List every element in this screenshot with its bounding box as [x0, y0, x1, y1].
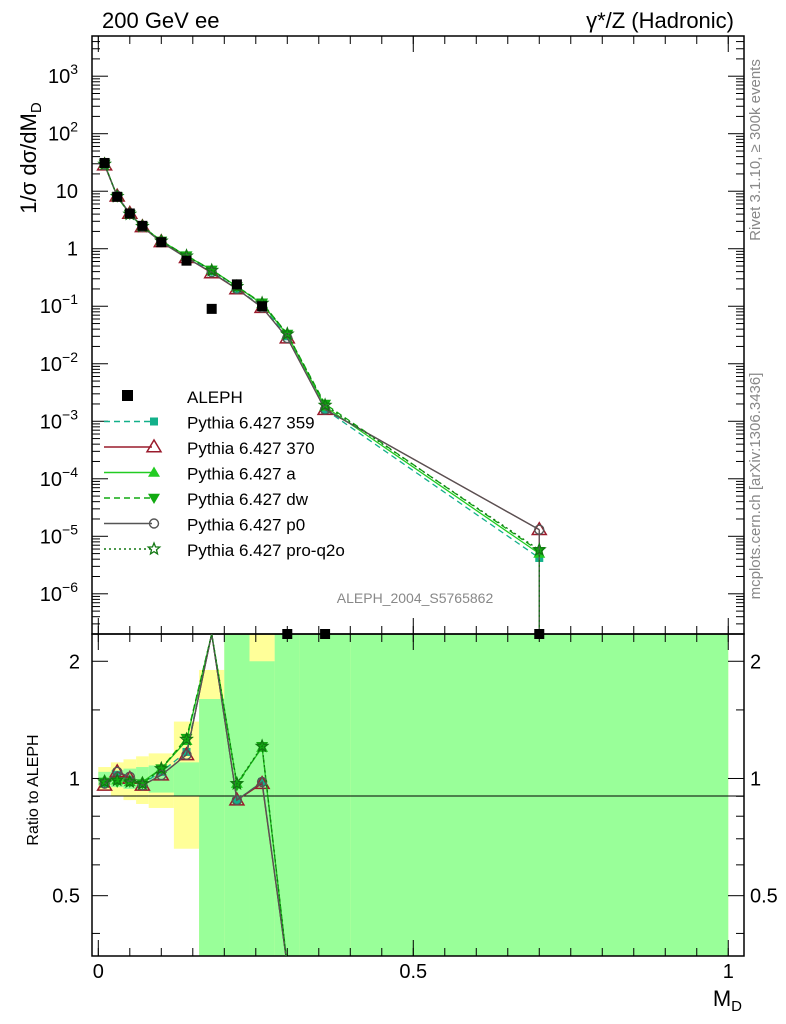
series-point-bottom-4-7 [231, 794, 243, 806]
band-green-10 [299, 634, 351, 956]
series-line-top-5 [103, 163, 540, 551]
y-tick-label-bottom-right-0: 0.5 [750, 886, 778, 908]
legend-marker-1 [145, 438, 163, 453]
y-tick-label-bottom-left-1: 1 [69, 768, 80, 790]
legend-marker-5 [146, 541, 162, 556]
series-point-bottom-5-5 [179, 731, 194, 746]
series-point-bottom-4-5 [181, 749, 192, 761]
legend-label-0: Pythia 6.427 359 [187, 414, 315, 433]
series-point-bottom-4-1 [111, 766, 123, 778]
legend-marker-3 [148, 493, 160, 504]
legend-label-4: Pythia 6.427 p0 [187, 516, 305, 535]
chart-title-right: γ*/Z (Hadronic) [586, 8, 734, 33]
series-point-top-4-11 [534, 524, 545, 535]
y-tick-label-top-7: 10−4 [40, 464, 78, 491]
series-point-bottom-5-7 [229, 775, 245, 790]
aleph-point-10 [320, 629, 331, 639]
y-tick-label-bottom-left-0: 0.5 [52, 886, 80, 908]
legend-label-aleph: ALEPH [187, 388, 243, 407]
y-tick-label-top-5: 10−2 [40, 349, 78, 376]
aleph-point-3 [137, 220, 148, 231]
rivet-version-text: Rivet 3.1.10, ≥ 300k events [747, 59, 764, 241]
series-point-top-5-6 [204, 262, 220, 277]
aleph-point-1 [112, 191, 123, 202]
series-point-bottom-5-8 [254, 738, 270, 753]
series-point-top-5-11 [531, 542, 547, 557]
series-point-top-4-6 [206, 267, 217, 278]
legend-label-1: Pythia 6.427 370 [187, 439, 315, 458]
series-point-top-5-9 [279, 326, 295, 341]
legend-label-2: Pythia 6.427 a [187, 465, 296, 484]
legend-label-3: Pythia 6.427 dw [187, 490, 309, 509]
band-green-6 [199, 699, 225, 956]
series-point-bottom-4-0 [99, 778, 110, 789]
bottom-panel-series [96, 634, 287, 956]
aleph-point-5 [181, 255, 192, 266]
y-tick-label-top-2: 10 [56, 181, 78, 203]
legend-marker-0 [150, 417, 158, 426]
band-green-9 [274, 634, 300, 956]
legend: ALEPH Pythia 6.427 359 Pythia 6.427 370 Pyt… [104, 388, 345, 560]
y-tick-label-bottom-left-2: 2 [69, 651, 80, 673]
series-point-top-5-10 [317, 397, 333, 412]
mcplots-reference-text: mcplots.cern.ch [arXiv:1306.3436] [747, 373, 764, 600]
series-point-bottom-5-0 [97, 774, 112, 789]
y-tick-label-top-3: 1 [67, 239, 78, 261]
legend-marker-2 [148, 466, 160, 477]
x-tick-label-2: 1 [723, 961, 734, 983]
band-green-8 [249, 661, 275, 956]
band-green-11 [350, 634, 729, 956]
y-tick-label-top-8: 10−5 [40, 521, 78, 548]
legend-marker-4 [148, 518, 160, 529]
y-tick-label-top-0: 103 [48, 61, 78, 88]
band-green-5 [173, 762, 200, 797]
y-axis-label-top: 1/σ dσ/dMD [16, 102, 45, 214]
aleph-point-0 [99, 157, 110, 168]
chart-title-left: 200 GeV ee [102, 8, 219, 33]
series-point-bottom-5-4 [153, 760, 169, 775]
legend-marker-aleph [122, 390, 133, 401]
legend-label-5: Pythia 6.427 pro-q2o [187, 541, 345, 560]
aleph-data-points [99, 157, 545, 639]
y-tick-label-bottom-right-1: 1 [750, 768, 761, 790]
aleph-point-11 [534, 629, 545, 639]
series-point-bottom-5-1 [109, 772, 125, 787]
series-line-bottom-4 [104, 634, 287, 956]
y-tick-label-bottom-right-2: 2 [750, 651, 761, 673]
x-tick-label-1: 0.5 [399, 961, 427, 983]
aleph-point-6 [206, 303, 217, 314]
y-tick-label-top-4: 10−1 [40, 291, 78, 318]
y-tick-label-top-1: 102 [48, 119, 78, 146]
analysis-watermark: ALEPH_2004_S5765862 [337, 590, 494, 606]
series-point-bottom-5-2 [122, 774, 138, 789]
series-point-bottom-4-3 [137, 780, 148, 791]
x-tick-label-0: 0 [93, 961, 104, 983]
ratio-uncertainty-bands [98, 634, 729, 956]
y-tick-label-top-6: 10−3 [40, 406, 78, 433]
y-axis-label-bottom: Ratio to ALEPH [25, 734, 42, 845]
aleph-point-4 [156, 237, 167, 248]
aleph-point-9 [282, 629, 293, 639]
aleph-point-2 [124, 208, 135, 219]
series-line-bottom-3 [104, 634, 287, 956]
bottom-panel-frame [91, 633, 745, 957]
series-point-bottom-5-3 [135, 775, 150, 790]
aleph-point-7 [231, 279, 242, 290]
aleph-point-8 [257, 301, 268, 312]
series-line-bottom-5 [104, 634, 287, 956]
y-tick-label-top-9: 10−6 [40, 579, 78, 606]
